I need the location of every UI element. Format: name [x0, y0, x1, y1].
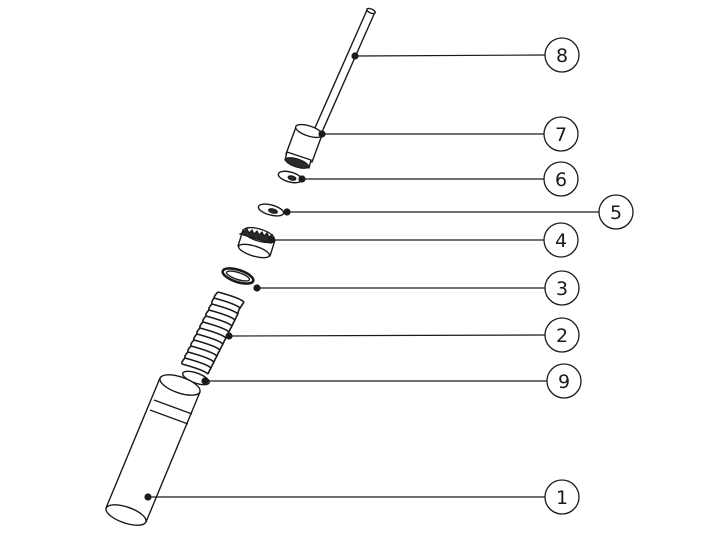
callout-bubble: [543, 161, 579, 197]
leader-dot-2: [225, 332, 233, 340]
callout-9: 9: [546, 363, 582, 399]
callout-number: 7: [555, 124, 567, 146]
callout-number: 6: [555, 169, 567, 191]
part-gear: [237, 226, 276, 259]
callout-bubble: [544, 37, 580, 73]
callout-number: 2: [556, 325, 568, 347]
callout-bubble: [543, 222, 579, 258]
part-cap: [284, 123, 324, 169]
leader-dot-6: [298, 175, 306, 183]
callout-8: 8: [544, 37, 580, 73]
leader-line-2: [228, 334, 546, 337]
callout-number: 9: [558, 371, 570, 393]
callout-1: 1: [544, 479, 580, 515]
callout-4: 4: [543, 222, 579, 258]
callout-2: 2: [544, 317, 580, 353]
callout-bubble: [544, 479, 580, 515]
part-washer-5: [257, 203, 285, 217]
callout-number: 3: [556, 278, 568, 300]
part-spring: [181, 291, 245, 375]
leader-dot-3: [253, 284, 261, 292]
leader-dot-8: [351, 52, 359, 60]
leader-dot-5: [283, 208, 291, 216]
part-oring: [221, 267, 255, 285]
callout-7: 7: [543, 116, 579, 152]
leader-lines: [144, 52, 599, 501]
callout-bubble: [544, 270, 580, 306]
callout-number: 8: [556, 45, 568, 67]
callout-bubble: [544, 317, 580, 353]
callout-bubble: [546, 363, 582, 399]
callout-number: 1: [556, 487, 568, 509]
leader-dot-7: [318, 130, 326, 138]
callout-bubble: [543, 116, 579, 152]
callout-number: 4: [555, 230, 567, 252]
callout-number: 5: [610, 202, 622, 224]
part-tube: [105, 374, 201, 526]
callout-bubble: [598, 194, 634, 230]
leader-dot-1: [144, 493, 152, 501]
part-rod: [313, 7, 376, 133]
leader-dot-9: [201, 377, 209, 385]
callout-6: 6: [543, 161, 579, 197]
leader-dot-4: [267, 236, 275, 244]
callout-3: 3: [544, 270, 580, 306]
callout-5: 5: [598, 194, 634, 230]
leader-line-8: [354, 54, 546, 57]
